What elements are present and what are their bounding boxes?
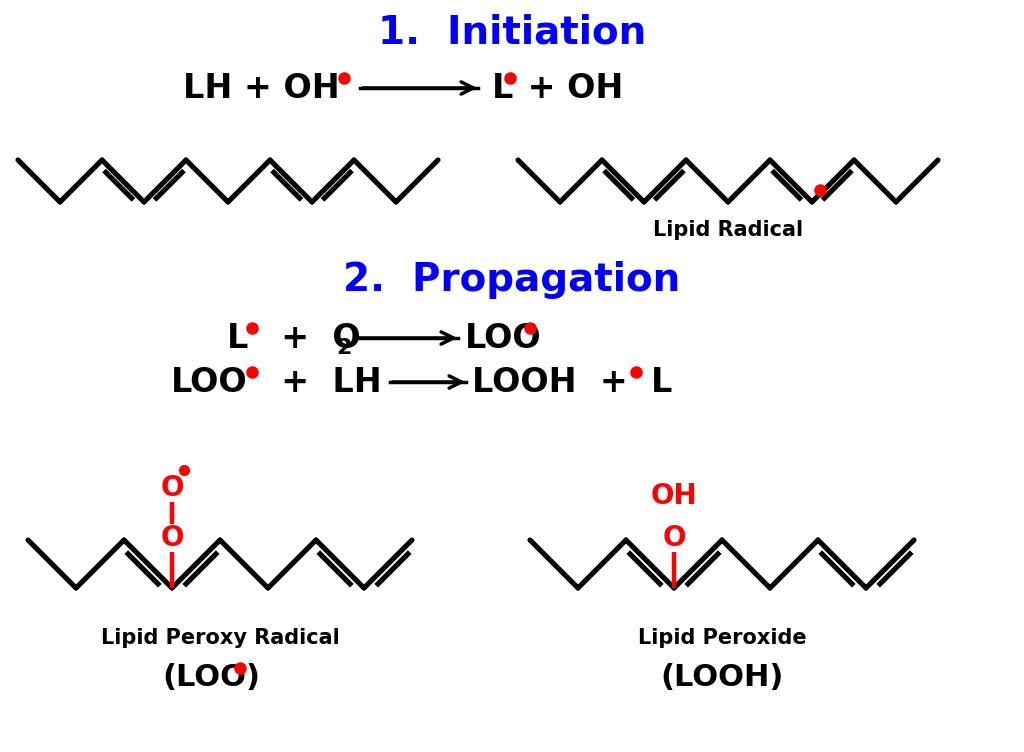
- Text: O: O: [160, 524, 183, 552]
- Text: LOO: LOO: [465, 322, 542, 354]
- Text: 2.  Propagation: 2. Propagation: [343, 261, 681, 299]
- Text: Lipid Peroxy Radical: Lipid Peroxy Radical: [100, 628, 339, 648]
- Text: Lipid Radical: Lipid Radical: [653, 220, 803, 240]
- Text: +  O: + O: [258, 322, 360, 354]
- Text: Lipid Peroxide: Lipid Peroxide: [638, 628, 806, 648]
- Text: + OH: + OH: [516, 71, 624, 105]
- Text: LH + OH: LH + OH: [183, 71, 340, 105]
- Text: +  LH: + LH: [258, 365, 382, 399]
- Text: LOOH  +  L: LOOH + L: [472, 365, 673, 399]
- Text: (LOO: (LOO: [162, 663, 246, 693]
- Text: O: O: [160, 474, 183, 502]
- Text: ): ): [246, 663, 260, 693]
- Text: LOO: LOO: [171, 365, 248, 399]
- Text: 1.  Initiation: 1. Initiation: [378, 13, 646, 51]
- Text: 2: 2: [336, 338, 351, 358]
- Text: (LOOH): (LOOH): [660, 663, 783, 693]
- Text: L: L: [492, 71, 513, 105]
- Text: O: O: [663, 524, 686, 552]
- Text: L: L: [226, 322, 248, 354]
- Text: OH: OH: [650, 482, 697, 510]
